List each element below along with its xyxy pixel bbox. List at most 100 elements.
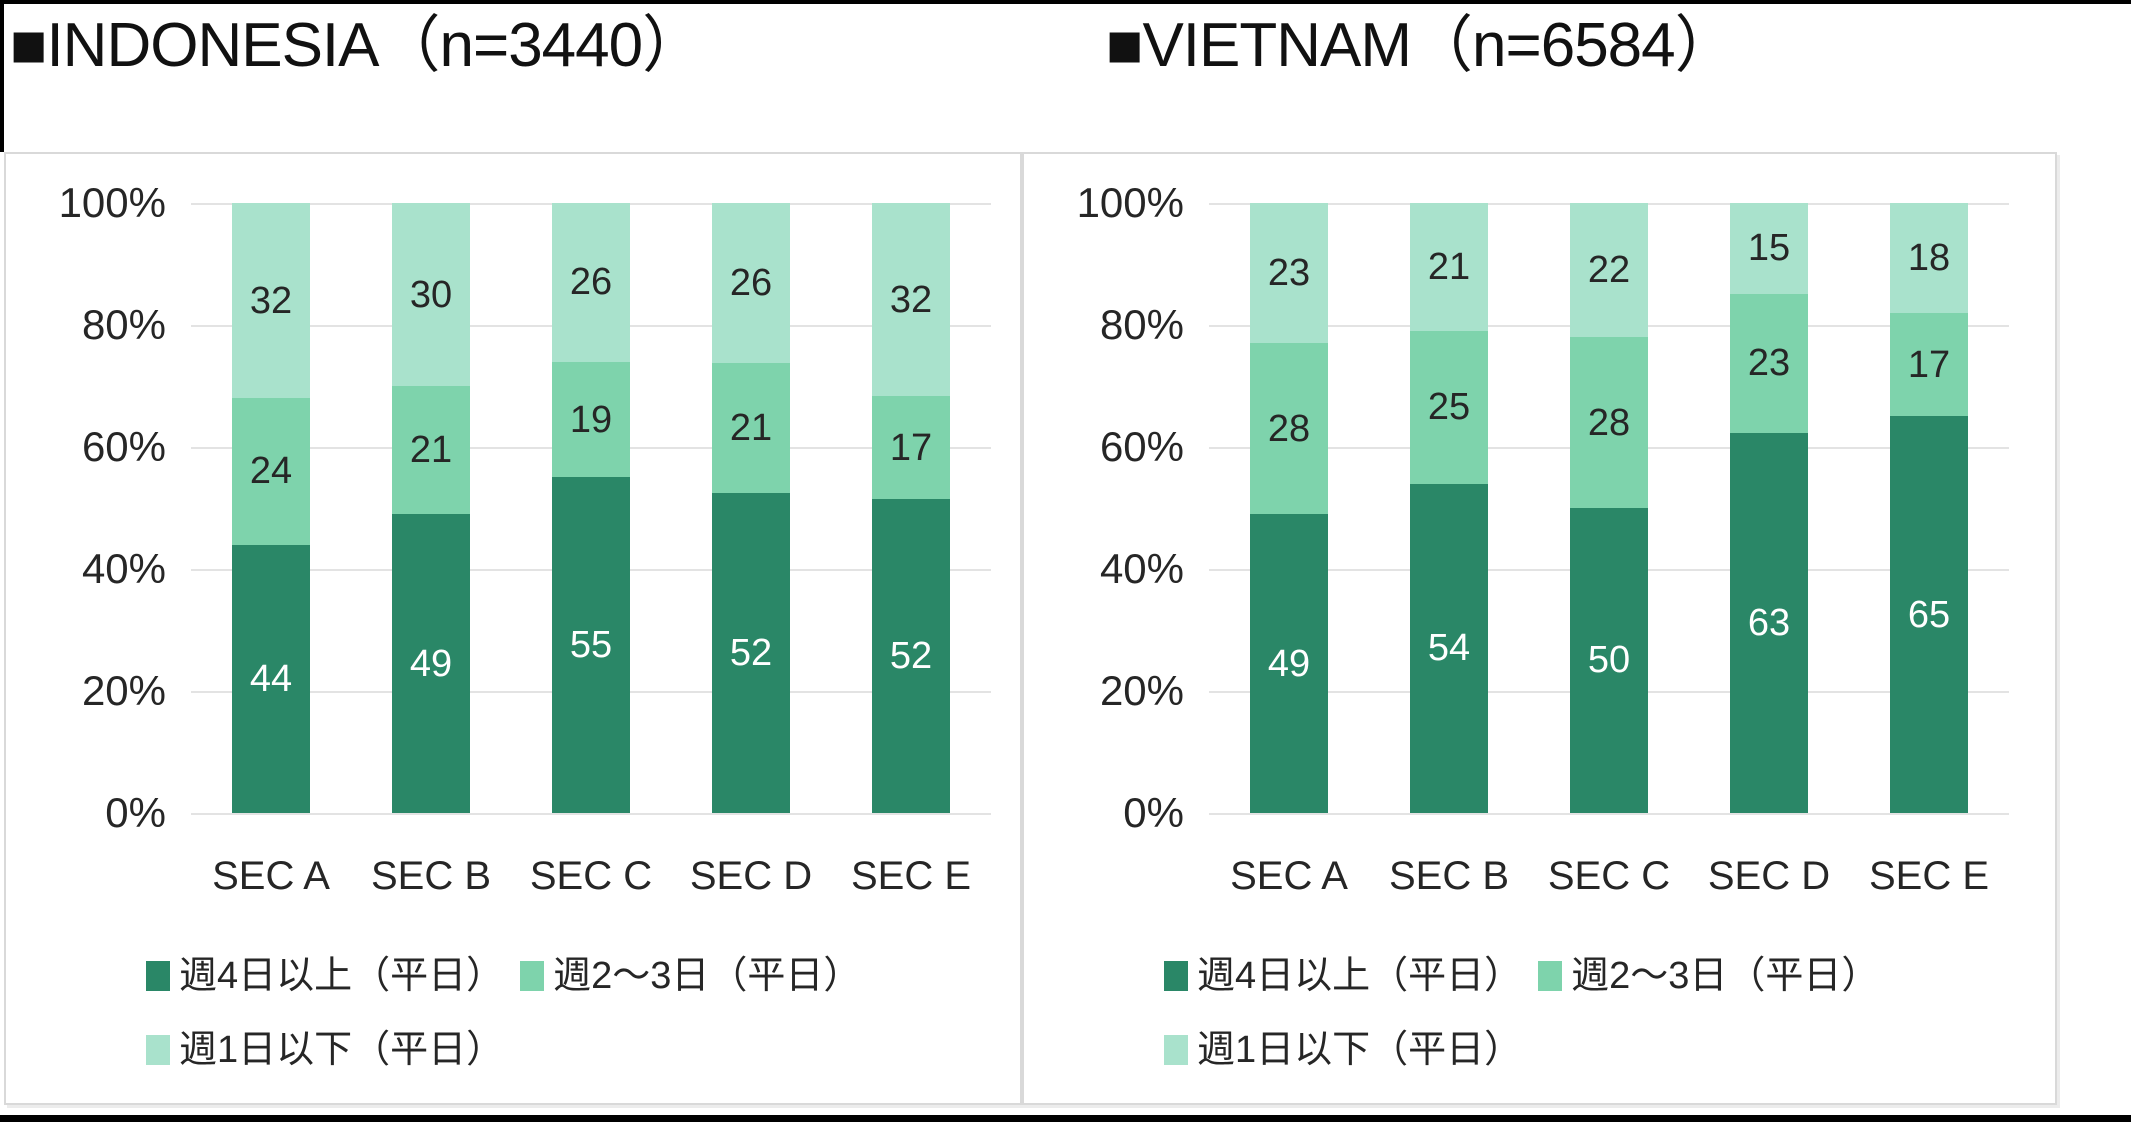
bar-segment: 15	[1730, 203, 1808, 294]
bar-value-label: 50	[1587, 639, 1631, 682]
frame-border-left	[0, 0, 4, 152]
stacked-bar: 32 24 44	[232, 203, 310, 813]
x-axis-label: SEC E	[850, 854, 972, 898]
bar-segment: 17	[1890, 312, 1968, 417]
bar-value-label: 30	[409, 273, 453, 316]
bar-value-label: 19	[569, 398, 613, 441]
bar-segment: 50	[1570, 507, 1648, 813]
charts-row: 100% 80% 60% 40% 20% 0% 32 24 44 30 21 49 26 19 55 26 21…	[4, 152, 2057, 1105]
legend-swatch	[1164, 961, 1188, 991]
bars-row: 32 24 44 30 21 49 26 19 55 26 21 52 32 17 52	[191, 203, 991, 813]
legend-swatch	[1538, 961, 1563, 991]
legend-row: 週1日以下（平日）	[1164, 1026, 1895, 1074]
bar-segment: 24	[232, 398, 310, 545]
bar-value-label: 17	[889, 426, 933, 469]
y-axis-label: 20%	[81, 667, 166, 714]
legend-swatch	[520, 961, 545, 991]
bar-segment: 23	[1250, 203, 1328, 344]
bar-value-label: 52	[889, 634, 933, 677]
y-axis-label: 100%	[58, 179, 166, 226]
bar-segment: 23	[1730, 293, 1808, 433]
x-axis-labels: SEC A SEC B SEC C SEC D SEC E	[1209, 853, 2009, 899]
stacked-bar: 21 25 54	[1410, 203, 1488, 813]
chart-title-vietnam: ■VIETNAM（n=6584）	[1106, 11, 1737, 80]
bar-value-label: 52	[729, 631, 773, 674]
legend-row: 週1日以下（平日）	[146, 1026, 877, 1074]
bar-segment: 21	[392, 386, 470, 515]
bar-slot: 30 21 49	[351, 203, 511, 813]
legend-item: 週1日以下（平日）	[146, 1026, 504, 1074]
bar-value-label: 54	[1427, 627, 1471, 670]
bar-value-label: 23	[1747, 342, 1791, 385]
stacked-bar: 23 28 49	[1250, 203, 1328, 813]
bar-segment: 25	[1410, 331, 1488, 484]
y-axis-label: 60%	[81, 423, 166, 470]
y-axis-label: 0%	[105, 789, 166, 836]
bar-value-label: 28	[1587, 401, 1631, 444]
bar-segment: 32	[232, 203, 310, 399]
x-axis-label: SEC B	[370, 854, 492, 898]
legend: 週4日以上（平日） 週2～3日（平日） 週1日以下（平日）	[1164, 952, 1895, 1100]
bar-value-label: 15	[1747, 227, 1791, 270]
bar-value-label: 65	[1907, 593, 1951, 636]
y-axis-label: 20%	[1099, 667, 1184, 714]
y-axis-label: 100%	[1076, 179, 1184, 226]
chart-panel-indonesia: 100% 80% 60% 40% 20% 0% 32 24 44 30 21 49 26 19 55 26 21…	[4, 152, 1022, 1105]
bar-slot: 23 28 49	[1209, 203, 1369, 813]
bar-value-label: 22	[1587, 249, 1631, 292]
stacked-bar: 22 28 50	[1570, 203, 1648, 813]
bar-slot: 21 25 54	[1369, 203, 1529, 813]
bar-value-label: 21	[409, 429, 453, 472]
grid-line	[191, 813, 991, 815]
legend-label: 週2～3日（平日）	[553, 955, 862, 997]
bar-segment: 32	[872, 203, 950, 397]
legend-label: 週4日以上（平日）	[179, 955, 505, 997]
bar-segment: 44	[232, 544, 310, 813]
bar-value-label: 44	[249, 657, 293, 700]
bar-segment: 21	[712, 363, 790, 493]
bar-value-label: 21	[729, 406, 773, 449]
legend-row: 週4日以上（平日） 週2～3日（平日）	[1164, 952, 1895, 1000]
bar-value-label: 49	[409, 642, 453, 685]
stacked-bar: 30 21 49	[392, 203, 470, 813]
x-axis-label: SEC C	[529, 854, 653, 898]
bar-slot: 26 19 55	[511, 203, 671, 813]
bar-value-label: 32	[889, 278, 933, 321]
legend-item: 週1日以下（平日）	[1164, 1026, 1522, 1074]
bar-segment: 49	[1250, 514, 1328, 813]
x-axis-label: SEC A	[1230, 854, 1348, 898]
bar-slot: 32 24 44	[191, 203, 351, 813]
bar-value-label: 21	[1427, 246, 1471, 289]
y-axis-label: 40%	[81, 545, 166, 592]
bar-value-label: 26	[729, 262, 773, 305]
bar-value-label: 18	[1907, 236, 1951, 279]
bar-segment: 21	[1410, 203, 1488, 332]
bar-value-label: 28	[1267, 407, 1311, 450]
legend-item: 週2～3日（平日）	[1538, 952, 1879, 1000]
bar-segment: 54	[1410, 483, 1488, 813]
bar-segment: 28	[1250, 343, 1328, 515]
legend-item: 週4日以上（平日）	[1164, 952, 1522, 1000]
legend: 週4日以上（平日） 週2～3日（平日） 週1日以下（平日）	[146, 952, 877, 1100]
x-axis-label: SEC C	[1547, 854, 1671, 898]
bar-value-label: 49	[1267, 642, 1311, 685]
y-axis-label: 0%	[1123, 789, 1184, 836]
stacked-bar: 18 17 65	[1890, 203, 1968, 813]
stacked-bar: 26 21 52	[712, 203, 790, 813]
bar-value-label: 55	[569, 624, 613, 667]
frame-border-top	[0, 0, 2131, 4]
bar-value-label: 25	[1427, 386, 1471, 429]
x-axis-label: SEC A	[212, 854, 330, 898]
legend-item: 週2～3日（平日）	[520, 952, 861, 1000]
bar-segment: 19	[552, 361, 630, 478]
x-axis-label: SEC B	[1388, 854, 1510, 898]
x-axis-labels: SEC A SEC B SEC C SEC D SEC E	[191, 853, 991, 899]
chart-panel-vietnam: 100% 80% 60% 40% 20% 0% 23 28 49 21 25 54 22 28 50 15 23…	[1022, 152, 2057, 1105]
bar-value-label: 63	[1747, 601, 1791, 644]
bar-slot: 18 17 65	[1849, 203, 2009, 813]
bar-segment: 26	[552, 203, 630, 362]
bar-segment: 49	[392, 514, 470, 813]
frame-border-bottom	[0, 1115, 2131, 1122]
legend-label: 週4日以上（平日）	[1197, 955, 1523, 997]
